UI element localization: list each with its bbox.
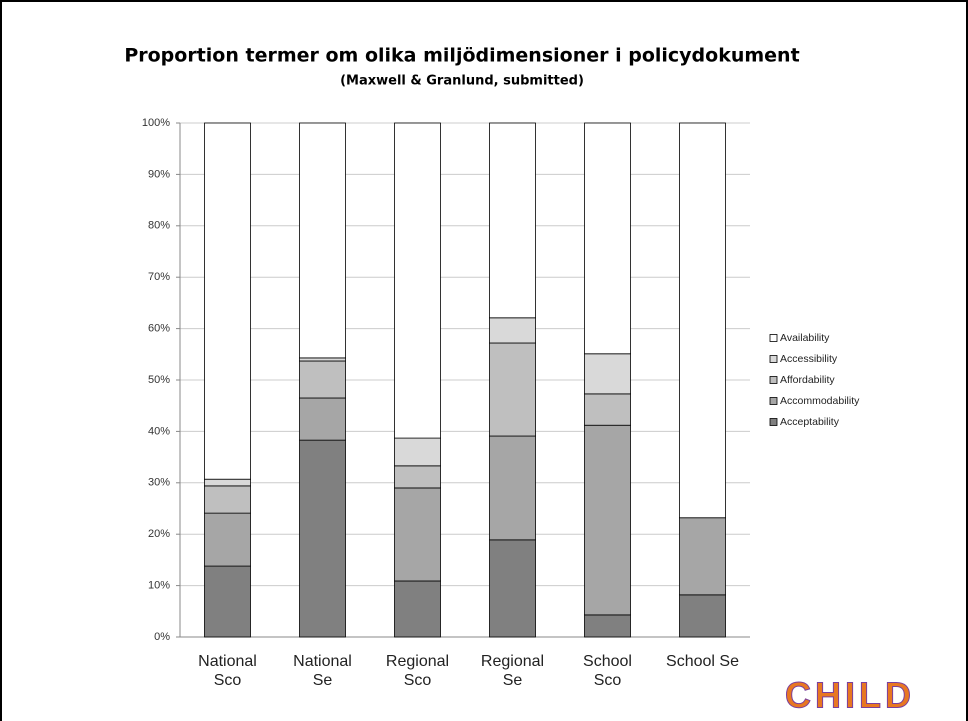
x-tick-label: National [293, 653, 352, 670]
chart-subtitle: (Maxwell & Granlund, submitted) [340, 74, 584, 89]
legend-label: Acceptability [780, 416, 840, 428]
bar-segment [299, 439, 346, 638]
x-tick-label: School Se [666, 653, 739, 670]
legend-swatch [769, 397, 778, 405]
y-tick-label: 50% [148, 374, 170, 386]
y-tick-label: 70% [148, 271, 170, 283]
bar-segment [679, 594, 726, 638]
y-tick-label: 80% [148, 220, 170, 232]
bar-segment [584, 393, 631, 426]
bar-segment [204, 565, 251, 638]
y-tick-label: 40% [148, 425, 170, 437]
legend-swatch [769, 334, 778, 342]
y-tick-label: 10% [148, 580, 170, 592]
legend-swatch [769, 376, 778, 384]
bar-segment [204, 485, 251, 514]
chart-title: Proportion termer om olika miljödimensio… [124, 45, 799, 67]
legend-swatch [769, 355, 778, 363]
bar-segment [489, 317, 536, 344]
bar-segment [204, 122, 251, 480]
bar-segment [394, 122, 441, 439]
legend-label: Affordability [780, 374, 835, 386]
bar-segment [394, 580, 441, 638]
y-tick-label: 60% [148, 323, 170, 335]
y-tick-label: 0% [154, 631, 170, 643]
legend-label: Accommodability [780, 395, 860, 407]
bar-segment [679, 517, 726, 596]
x-tick-label: Regional [481, 653, 544, 670]
x-tick-label: Se [503, 672, 523, 689]
legend-label: Availability [780, 332, 830, 344]
bar-segment [299, 360, 346, 399]
bar-segment [299, 122, 346, 359]
x-tick-label: Se [313, 672, 333, 689]
x-tick-label: Sco [404, 672, 432, 689]
x-tick-label: Sco [214, 672, 242, 689]
y-tick-label: 20% [148, 528, 170, 540]
bar-segment [394, 437, 441, 467]
bar-segment [679, 122, 726, 519]
bar-segment [299, 397, 346, 441]
bar-segment [489, 539, 536, 638]
bar-segment [489, 342, 536, 437]
x-tick-label: Regional [386, 653, 449, 670]
bar-segment [584, 353, 631, 395]
y-tick-label: 100% [142, 117, 170, 129]
bar-segment [204, 512, 251, 567]
logo: CHILD [785, 675, 915, 716]
bar-segment [584, 424, 631, 616]
x-tick-label: School [583, 653, 632, 670]
x-tick-label: National [198, 653, 257, 670]
legend-swatch [769, 418, 778, 426]
bar-segment [489, 435, 536, 541]
y-tick-label: 30% [148, 477, 170, 489]
bar-segment [394, 487, 441, 582]
legend-label: Accessibility [780, 353, 838, 365]
bar-segment [584, 122, 631, 355]
bar-segment [489, 122, 536, 319]
bar-segment [584, 614, 631, 638]
x-tick-label: Sco [594, 672, 622, 689]
bar-segment [394, 465, 441, 489]
bar-segment [204, 478, 251, 487]
y-tick-label: 90% [148, 168, 170, 180]
bar-segment [299, 357, 346, 362]
